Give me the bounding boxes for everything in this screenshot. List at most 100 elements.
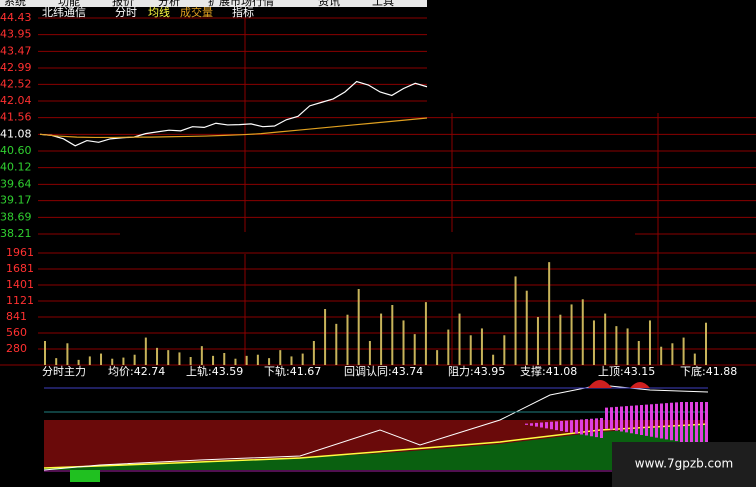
volume-bar <box>648 320 651 365</box>
magenta-bar <box>690 402 693 442</box>
magenta-bar <box>635 405 638 435</box>
menu-bar <box>0 0 427 7</box>
volume-tick-label: 1401 <box>6 278 34 291</box>
volume-bar <box>144 337 147 365</box>
volume-bar <box>223 353 226 365</box>
menu-item[interactable]: 分析 <box>158 0 180 8</box>
magenta-bar <box>560 421 563 431</box>
blank <box>427 0 756 113</box>
menu-item[interactable]: 报价 <box>112 0 134 8</box>
volume-bar <box>604 313 607 365</box>
magenta-bar <box>570 420 573 433</box>
magenta-bar <box>585 419 588 436</box>
magenta-bar <box>545 422 548 429</box>
volume-bar <box>592 320 595 365</box>
volume-bar <box>357 289 360 365</box>
volume-bar <box>368 341 371 365</box>
volume-bar <box>167 350 170 365</box>
magenta-bar <box>630 405 633 434</box>
volume-bar <box>682 337 685 365</box>
volume-bar <box>548 262 551 365</box>
magenta-bar <box>575 419 578 434</box>
menu-item[interactable]: 工具 <box>372 0 394 8</box>
indicator-item: 上顶:43.15 <box>598 365 655 378</box>
red-humps <box>588 380 650 388</box>
volume-bar <box>626 328 629 365</box>
volume-bar <box>312 341 315 365</box>
magenta-bar <box>625 406 628 433</box>
volume-bar <box>122 357 125 365</box>
volume-bar <box>77 359 80 365</box>
volume-bar <box>100 353 103 365</box>
y-tick-label: 39.17 <box>0 194 32 207</box>
green-bars <box>70 470 100 482</box>
y-tick-label: 43.47 <box>0 44 32 57</box>
plot: 44.43 43.95 43.47 42.99 42.52 42.04 41.56 41.08… <box>0 0 756 366</box>
magenta-bar <box>595 418 598 438</box>
volume-bar <box>290 356 293 365</box>
volume-bar <box>536 317 539 365</box>
indicator-item: 回调认同:43.74 <box>344 365 423 378</box>
indicator-item: 下轨:41.67 <box>264 364 321 378</box>
magenta-bar <box>645 404 648 436</box>
volume-bar <box>346 314 349 365</box>
green-area <box>44 424 708 470</box>
magenta-bar <box>600 418 603 438</box>
menu-item[interactable]: 资讯 <box>318 0 340 8</box>
toolbar: 北纬通信 分时 均线 成交量 指标 <box>42 5 254 19</box>
volume-bar <box>637 341 640 365</box>
y-tick-label: 40.60 <box>0 144 32 157</box>
magenta-bars <box>525 402 708 442</box>
volume-bar <box>469 335 472 365</box>
volume-bar <box>88 356 91 365</box>
indicator-panel: 分时主力 均价:42.74 上轨:43.59 下轨:41.67 回调认同:43.74 阻力… <box>42 364 737 482</box>
volume-bar <box>335 323 338 365</box>
indicator-item: 支撑:41.08 <box>520 364 577 378</box>
white-line <box>43 384 709 471</box>
magenta-bar <box>660 403 663 439</box>
magenta-bar <box>615 406 618 431</box>
volume-bar <box>514 276 517 365</box>
volume-tick-label: 841 <box>6 310 27 323</box>
magenta-bar <box>650 404 653 437</box>
stock-name: 北纬通信 <box>42 6 86 19</box>
watermark: www.7gpzb.com <box>635 457 733 471</box>
y-tick-label: 44.43 <box>0 11 32 24</box>
volume-bar <box>156 347 159 365</box>
volume-bar <box>200 346 203 365</box>
volume-bar <box>391 305 394 365</box>
magenta-bar <box>640 405 643 435</box>
magenta-bar <box>605 407 608 429</box>
volume-tick-label: 560 <box>6 326 27 339</box>
volume-bar <box>525 290 528 365</box>
menu-item[interactable]: 系统 <box>4 0 26 8</box>
volume-bar <box>380 313 383 365</box>
volume-bar <box>279 350 282 365</box>
y-tick-label: 38.69 <box>0 210 32 223</box>
toolbar-item: 均线 <box>148 5 170 19</box>
menu-item[interactable]: 扩展市场行情 <box>208 0 274 8</box>
volume-bar <box>256 354 259 365</box>
price-line <box>39 80 428 147</box>
volume-bar <box>660 346 663 365</box>
magenta-bar <box>685 402 688 442</box>
magenta-bar <box>680 402 683 442</box>
magenta-bar <box>590 418 593 437</box>
magenta-bar <box>665 403 668 440</box>
toolbar-item: 成交量 <box>180 5 213 19</box>
indicator-item: 均价:42.74 <box>108 365 165 378</box>
menu-item[interactable]: 功能 <box>58 0 80 8</box>
magenta-bar <box>675 402 678 442</box>
blank <box>120 232 635 254</box>
magenta-bar <box>565 420 568 432</box>
volume-bar <box>436 350 439 365</box>
magenta-bar <box>670 402 673 441</box>
magenta-bar <box>580 419 583 435</box>
volume-bar <box>324 309 327 365</box>
volume-bar <box>413 334 416 365</box>
volume-bar <box>66 343 69 365</box>
y-tick-label: 39.64 <box>0 177 32 190</box>
volume-bar <box>705 322 707 365</box>
magenta-bar <box>695 402 698 442</box>
volume-bar <box>492 354 495 365</box>
